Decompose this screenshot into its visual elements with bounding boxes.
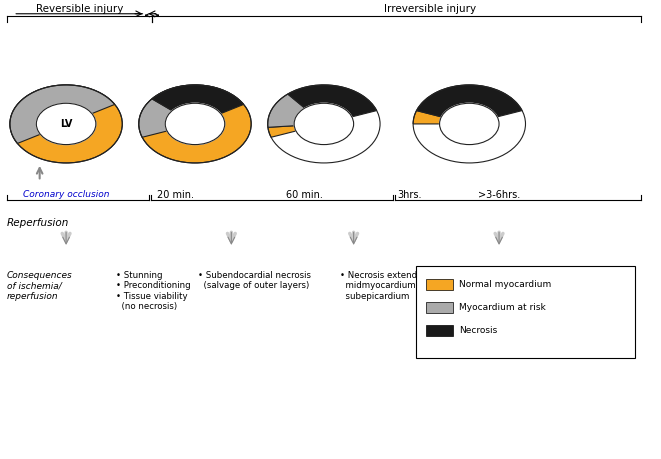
Text: 20 min.: 20 min. [157,190,194,201]
Bar [426,325,453,336]
Text: • Stunning
• Preconditioning
• Tissue viability
  (no necrosis): • Stunning • Preconditioning • Tissue vi… [116,271,190,311]
Text: Reperfusion: Reperfusion [7,218,69,228]
Wedge shape [268,94,305,127]
Text: Normal myocardium: Normal myocardium [459,280,552,289]
Wedge shape [288,85,377,117]
Wedge shape [10,85,115,144]
Wedge shape [152,85,244,114]
Text: Coronary occlusion: Coronary occlusion [23,190,109,200]
Text: LV: LV [60,119,72,129]
Text: • Near transmural
  infarction (no salvage of
  tissue but may lead to
  negativ: • Near transmural infarction (no salvage… [426,271,537,311]
Text: Irreversible injury: Irreversible injury [383,4,476,14]
Text: >3-6hrs.: >3-6hrs. [478,190,520,201]
Text: • Necrosis extends into
  midmyocardium,
  subepicardium: • Necrosis extends into midmyocardium, s… [340,271,442,301]
Text: 3hrs.: 3hrs. [397,190,422,201]
Text: • Subendocardial necrosis
  (salvage of outer layers): • Subendocardial necrosis (salvage of ou… [198,271,311,290]
Bar [426,279,453,290]
Wedge shape [413,111,442,124]
Text: Consequences
of ischemia/
reperfusion: Consequences of ischemia/ reperfusion [7,271,72,301]
Circle shape [36,103,96,145]
Circle shape [294,103,354,145]
FancyBboxPatch shape [416,266,635,358]
Text: Necrosis: Necrosis [459,326,498,335]
Bar [426,302,453,313]
Wedge shape [139,85,251,163]
Wedge shape [139,99,173,137]
Wedge shape [10,85,122,163]
Text: 60 min.: 60 min. [286,190,323,201]
Circle shape [165,103,225,145]
Text: Reversible injury: Reversible injury [36,4,123,14]
Text: Myocardium at risk: Myocardium at risk [459,303,546,312]
Circle shape [440,103,499,145]
Wedge shape [416,85,522,117]
Wedge shape [268,126,296,137]
